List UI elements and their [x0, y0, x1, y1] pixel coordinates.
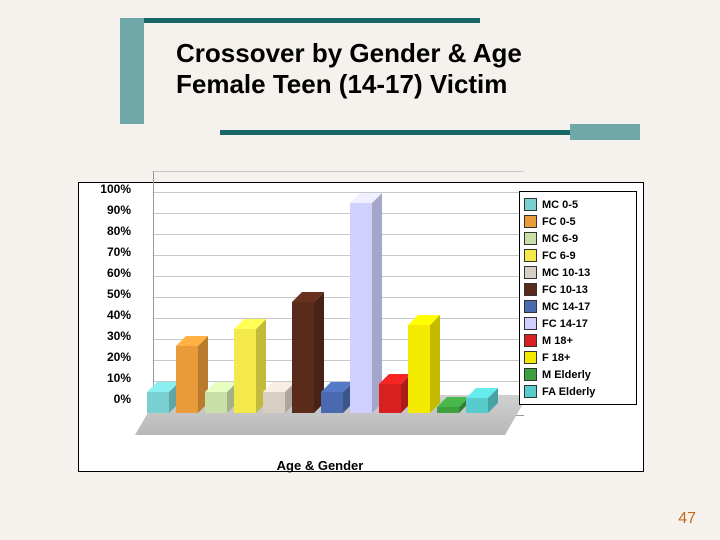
- y-tick-label: 0%: [85, 392, 131, 406]
- legend-label: FA Elderly: [542, 386, 595, 398]
- y-tick-label: 20%: [85, 350, 131, 364]
- bar-mc-14-17: [321, 392, 343, 413]
- bar-mc-6-9: [205, 392, 227, 413]
- legend-item: MC 0-5: [524, 196, 632, 213]
- legend-item: FC 14-17: [524, 315, 632, 332]
- slide-title: Crossover by Gender & Age Female Teen (1…: [176, 38, 616, 100]
- y-tick-label: 40%: [85, 308, 131, 322]
- legend-item: MC 14-17: [524, 298, 632, 315]
- y-tick-label: 90%: [85, 203, 131, 217]
- bar-m-18+: [379, 384, 401, 413]
- legend-swatch: [524, 334, 537, 347]
- page-number: 47: [678, 510, 696, 528]
- legend-label: MC 6-9: [542, 233, 578, 245]
- y-tick-label: 60%: [85, 266, 131, 280]
- legend-label: FC 0-5: [542, 216, 576, 228]
- legend-item: F 18+: [524, 349, 632, 366]
- legend-label: FC 6-9: [542, 250, 576, 262]
- title-accent-bar: [120, 18, 144, 124]
- legend-item: FA Elderly: [524, 383, 632, 400]
- chart-container: 100% 90% 80% 70% 60% 50% 40% 30% 20% 10% 0% Age & …: [78, 182, 644, 472]
- legend-label: M Elderly: [542, 369, 591, 381]
- bar-fa-elderly: [466, 398, 488, 413]
- legend-label: FC 14-17: [542, 318, 588, 330]
- bar-mc-10-13: [263, 392, 285, 413]
- bar-fc-6-9: [234, 329, 256, 413]
- legend-label: F 18+: [542, 352, 570, 364]
- y-tick-label: 80%: [85, 224, 131, 238]
- legend-item: FC 6-9: [524, 247, 632, 264]
- legend: MC 0-5 FC 0-5 MC 6-9 FC 6-9 MC 10-13 FC 10-13…: [519, 191, 637, 405]
- plot-area: [135, 189, 505, 435]
- top-rule: [120, 18, 480, 23]
- legend-swatch: [524, 232, 537, 245]
- title-line2: Female Teen (14-17) Victim: [176, 69, 507, 99]
- legend-swatch: [524, 249, 537, 262]
- legend-item: M Elderly: [524, 366, 632, 383]
- legend-item: FC 0-5: [524, 213, 632, 230]
- legend-swatch: [524, 385, 537, 398]
- legend-item: M 18+: [524, 332, 632, 349]
- legend-label: FC 10-13: [542, 284, 588, 296]
- legend-item: MC 10-13: [524, 264, 632, 281]
- bar-fc-14-17: [350, 203, 372, 413]
- bar-mc-0-5: [147, 392, 169, 413]
- legend-label: MC 0-5: [542, 199, 578, 211]
- legend-swatch: [524, 266, 537, 279]
- bar-fc-0-5: [176, 346, 198, 413]
- title-line1: Crossover by Gender & Age: [176, 38, 522, 68]
- y-tick-label: 70%: [85, 245, 131, 259]
- legend-label: MC 10-13: [542, 267, 590, 279]
- y-tick-label: 50%: [85, 287, 131, 301]
- y-tick-label: 10%: [85, 371, 131, 385]
- legend-swatch: [524, 300, 537, 313]
- mid-rule-end: [570, 124, 640, 140]
- legend-label: M 18+: [542, 335, 573, 347]
- legend-label: MC 14-17: [542, 301, 590, 313]
- legend-swatch: [524, 317, 537, 330]
- legend-item: MC 6-9: [524, 230, 632, 247]
- plot-back-wall: [153, 171, 524, 416]
- legend-item: FC 10-13: [524, 281, 632, 298]
- y-tick-label: 30%: [85, 329, 131, 343]
- bar-fc-10-13: [292, 302, 314, 413]
- bar-m-elderly: [437, 407, 459, 413]
- legend-swatch: [524, 351, 537, 364]
- bar-f-18+: [408, 325, 430, 413]
- legend-swatch: [524, 283, 537, 296]
- y-tick-label: 100%: [85, 182, 131, 196]
- legend-swatch: [524, 368, 537, 381]
- x-axis-label: Age & Gender: [135, 458, 505, 473]
- legend-swatch: [524, 215, 537, 228]
- legend-swatch: [524, 198, 537, 211]
